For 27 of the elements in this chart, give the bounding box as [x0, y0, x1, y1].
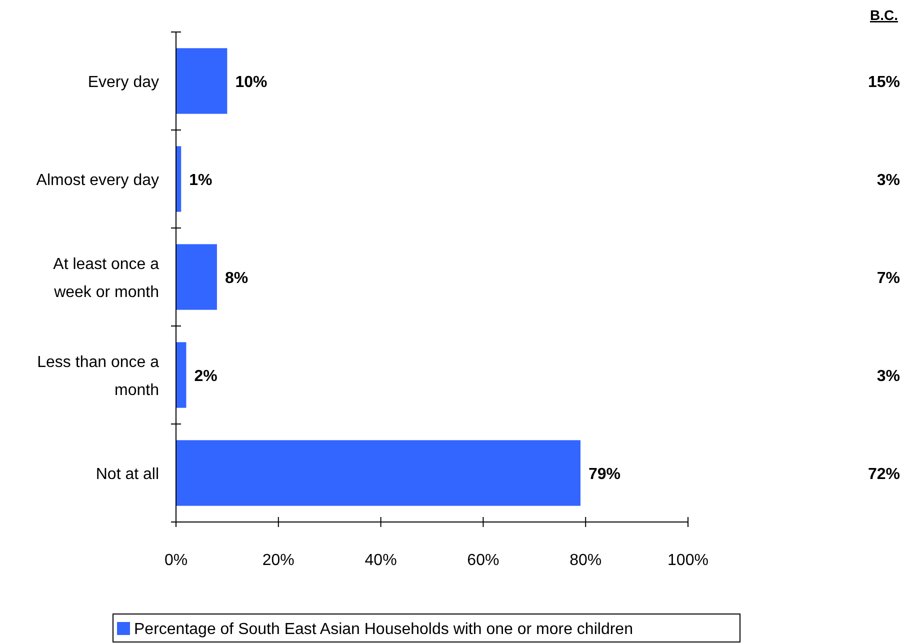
data-label: 1% — [189, 172, 212, 189]
bar — [176, 48, 228, 114]
data-label: 8% — [224, 270, 248, 287]
y-tick-label: Not at all — [96, 466, 159, 483]
y-tick-label: Almost every day — [36, 172, 159, 189]
x-tick-label: 40% — [364, 552, 397, 569]
x-tick-label: 20% — [262, 552, 294, 569]
x-tick-label: 60% — [467, 552, 500, 569]
text: 3% — [876, 368, 900, 385]
x-tick-label: 80% — [570, 552, 602, 569]
bar — [176, 342, 186, 408]
y-tick-label: At least once a week or month — [53, 256, 160, 301]
text: 15% — [868, 74, 900, 91]
legend-label: Percentage of South East Asian Households with one or more children — [134, 621, 633, 638]
text: 7% — [876, 270, 900, 287]
text: 72% — [868, 466, 900, 483]
x-tick-label: 100% — [668, 552, 708, 569]
y-tick-label: Every day — [88, 74, 159, 91]
x-tick-label: 0% — [164, 552, 188, 569]
data-label: 2% — [194, 368, 218, 385]
bar — [176, 440, 580, 506]
y-tick-label: Less than once a month — [37, 354, 160, 399]
text: 3% — [876, 172, 900, 189]
text: B.C. — [870, 7, 898, 23]
bar — [176, 244, 217, 310]
data-label: 79% — [588, 466, 621, 483]
data-label: 10% — [235, 74, 268, 91]
